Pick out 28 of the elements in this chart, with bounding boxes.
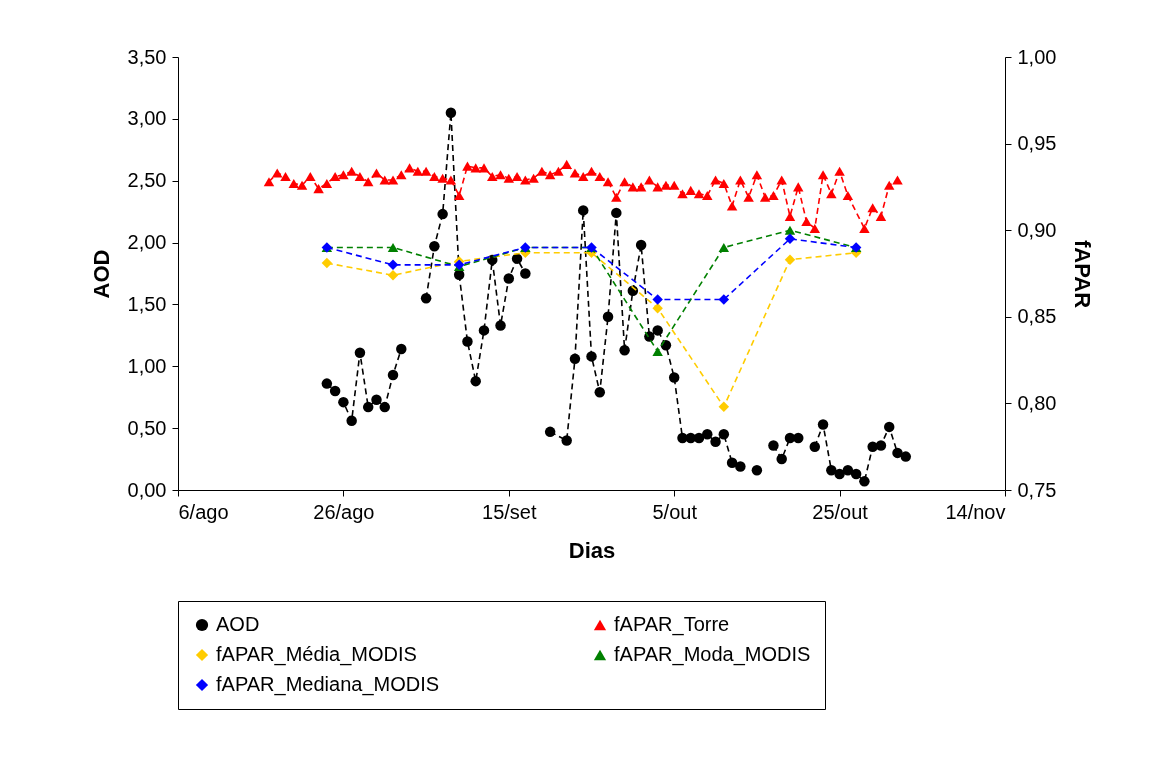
y2-tick-label: 0,95 (1017, 132, 1057, 155)
y2-tick-label: 1,00 (1017, 45, 1057, 68)
x-tick-label: 25/out (812, 500, 869, 523)
y-tick-label: 0,00 (127, 478, 167, 501)
legend-label: fAPAR_Moda_MODIS (614, 643, 811, 666)
y-axis-title: AOD (88, 249, 114, 299)
x-tick-label: 14/nov (945, 500, 1006, 523)
y2-tick-label: 0,85 (1017, 305, 1057, 328)
y-tick-label: 1,00 (127, 354, 167, 377)
y-tick-label: 1,50 (127, 292, 167, 315)
legend-label: fAPAR_Média_MODIS (216, 643, 417, 666)
legend-label: fAPAR_Mediana_MODIS (216, 673, 440, 696)
x-axis-title: Dias (568, 537, 616, 563)
x-tick-label: 6/ago (178, 500, 229, 523)
y2-tick-label: 0,75 (1017, 478, 1057, 501)
y2-tick-label: 0,90 (1017, 218, 1057, 241)
legend-label: fAPAR_Torre (614, 613, 730, 636)
y2-tick-label: 0,80 (1017, 391, 1057, 414)
y-tick-label: 0,50 (127, 416, 167, 439)
y-tick-label: 3,50 (127, 45, 167, 68)
y-tick-label: 3,00 (127, 107, 167, 130)
y-tick-label: 2,50 (127, 169, 167, 192)
legend-label: AOD (216, 613, 260, 635)
y-tick-label: 2,00 (127, 231, 167, 254)
x-tick-label: 26/ago (313, 500, 375, 523)
x-tick-label: 5/out (652, 500, 698, 523)
y2-axis-title: fAPAR (1070, 239, 1096, 309)
x-tick-label: 15/set (482, 500, 537, 523)
